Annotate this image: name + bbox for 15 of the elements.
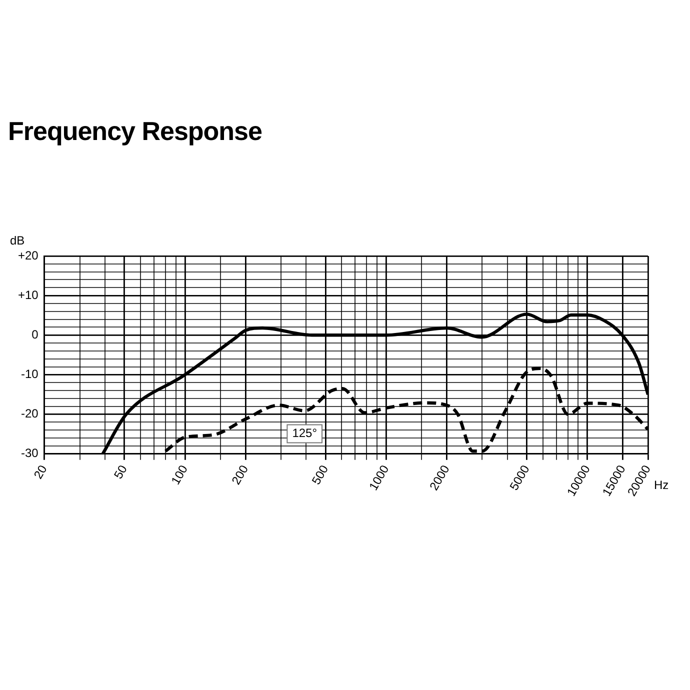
x-tick-label: 200 xyxy=(228,462,252,488)
series-label: 125° xyxy=(292,426,318,440)
y-tick-label: 0 xyxy=(32,327,39,342)
x-tick-label: 50 xyxy=(111,462,130,482)
y-tick-label: -30 xyxy=(21,446,39,460)
x-axis-title: Hz xyxy=(654,478,669,492)
y-tick-label: -10 xyxy=(21,367,39,382)
y-tick-label: -20 xyxy=(21,406,39,421)
y-tick-label: +10 xyxy=(18,288,39,302)
y-axis-title: dB xyxy=(10,233,25,248)
x-tick-label: 20 xyxy=(31,462,50,482)
chart-title: Frequency Response xyxy=(8,116,262,147)
x-tick-label: 500 xyxy=(308,462,332,488)
x-tick-label: 100 xyxy=(168,462,191,488)
y-tick-label: +20 xyxy=(18,248,39,262)
